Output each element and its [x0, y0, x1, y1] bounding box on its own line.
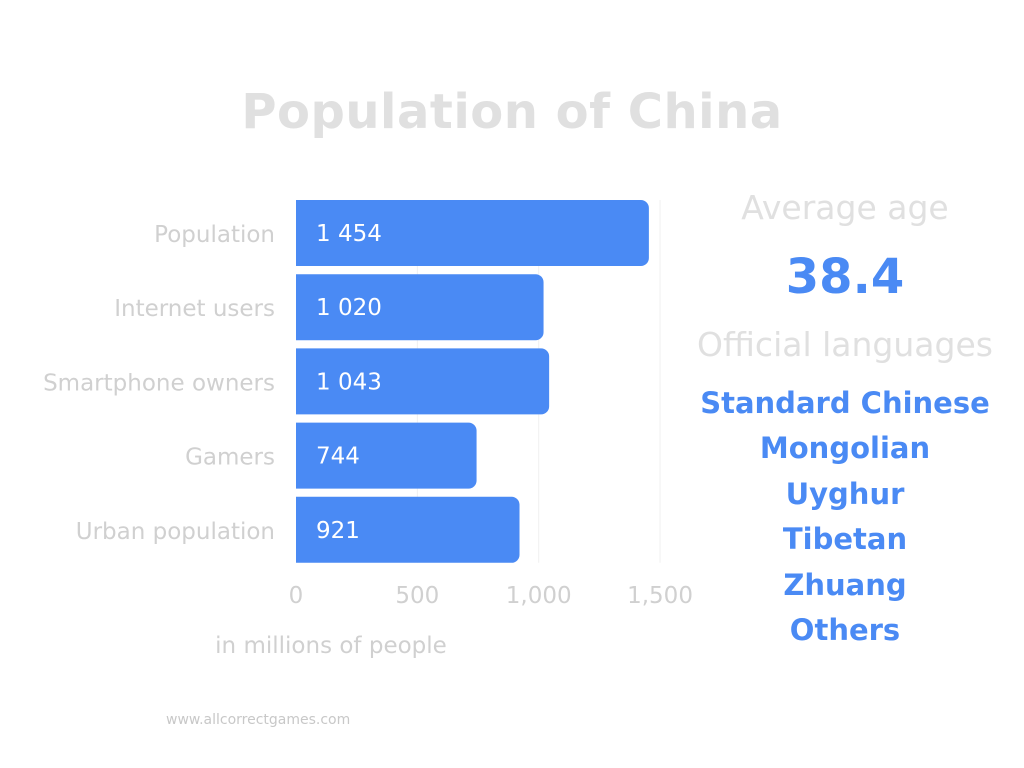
bar — [296, 422, 477, 489]
chart-title: Population of China — [241, 84, 783, 140]
category-label: Gamers — [185, 445, 275, 471]
category-label: Urban population — [76, 519, 275, 545]
x-tick-label: 1,500 — [627, 583, 693, 609]
average-age-label: Average age — [741, 188, 949, 227]
official-languages-label: Official languages — [697, 325, 993, 364]
language-item: Others — [789, 612, 901, 647]
bar-value-label: 744 — [316, 444, 360, 470]
x-tick-label: 0 — [289, 583, 304, 609]
bar-value-label: 1 020 — [316, 295, 382, 321]
average-age-value: 38.4 — [785, 249, 905, 305]
x-axis-label: in millions of people — [215, 633, 447, 659]
x-tick-label: 1,000 — [506, 583, 572, 609]
category-label: Internet users — [114, 296, 275, 322]
bar — [296, 200, 649, 266]
language-item: Tibetan — [782, 522, 908, 557]
category-label: Population — [154, 222, 275, 248]
bar-value-label: 1 454 — [316, 221, 382, 247]
bar-chart: 1 454 Population 1 020 Internet users 1 043 S… — [43, 200, 693, 659]
x-tick-label: 500 — [395, 583, 439, 609]
bar — [296, 496, 520, 563]
bar-value-label: 921 — [316, 518, 360, 544]
languages-list: Standard Chinese Mongolian Uyghur Tibeta… — [690, 381, 1000, 653]
footer-url: www.allcorrectgames.com — [166, 712, 351, 728]
language-item: Zhuang — [783, 567, 907, 602]
language-item: Uyghur — [785, 476, 905, 511]
bar — [296, 348, 550, 415]
language-item: Standard Chinese — [700, 386, 990, 420]
bar — [296, 274, 544, 341]
category-label: Smartphone owners — [43, 370, 275, 396]
bar-value-label: 1 043 — [316, 369, 382, 395]
language-item: Mongolian — [759, 431, 931, 466]
